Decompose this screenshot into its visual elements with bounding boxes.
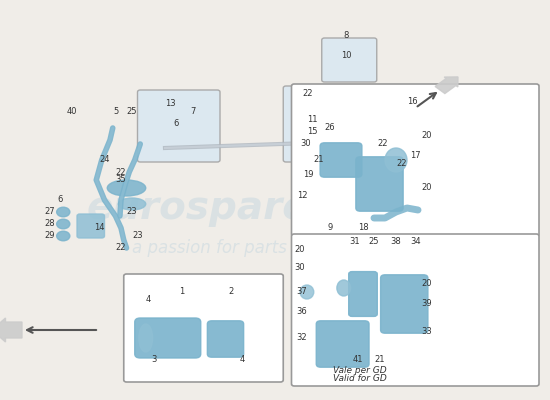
Text: 23: 23 xyxy=(126,208,138,216)
Text: 9: 9 xyxy=(327,224,333,232)
Text: 28: 28 xyxy=(44,220,55,228)
Ellipse shape xyxy=(337,280,351,296)
Text: 20: 20 xyxy=(421,184,432,192)
Text: 29: 29 xyxy=(44,232,55,240)
Text: 22: 22 xyxy=(396,160,407,168)
Text: 22: 22 xyxy=(116,168,127,176)
Text: 13: 13 xyxy=(165,100,176,108)
FancyBboxPatch shape xyxy=(292,84,539,236)
Text: 8: 8 xyxy=(344,32,349,40)
FancyBboxPatch shape xyxy=(322,38,377,82)
Text: 5: 5 xyxy=(113,108,118,116)
Circle shape xyxy=(57,231,70,241)
Ellipse shape xyxy=(385,148,407,172)
Text: 18: 18 xyxy=(358,224,368,232)
FancyBboxPatch shape xyxy=(77,214,104,238)
Text: 11: 11 xyxy=(306,116,317,124)
FancyBboxPatch shape xyxy=(138,90,220,162)
Text: eurospares: eurospares xyxy=(86,189,332,227)
FancyArrow shape xyxy=(435,77,458,94)
Text: 17: 17 xyxy=(410,152,421,160)
Text: 4: 4 xyxy=(239,356,245,364)
Text: 25: 25 xyxy=(126,108,138,116)
Text: 22: 22 xyxy=(302,90,313,98)
FancyBboxPatch shape xyxy=(135,318,201,358)
FancyArrow shape xyxy=(0,318,22,342)
Text: a passion for parts: a passion for parts xyxy=(131,239,287,257)
Text: 40: 40 xyxy=(66,108,77,116)
Text: 14: 14 xyxy=(94,224,104,232)
Text: 6: 6 xyxy=(173,120,179,128)
Text: 2: 2 xyxy=(228,288,234,296)
Text: 35: 35 xyxy=(116,176,127,184)
Text: 25: 25 xyxy=(368,238,379,246)
Text: 4: 4 xyxy=(146,296,151,304)
Text: 20: 20 xyxy=(421,132,432,140)
Text: 16: 16 xyxy=(407,98,418,106)
Text: 22: 22 xyxy=(377,140,388,148)
FancyBboxPatch shape xyxy=(316,321,369,367)
Text: 26: 26 xyxy=(324,124,336,132)
Text: 12: 12 xyxy=(297,192,308,200)
Text: 33: 33 xyxy=(421,328,432,336)
Text: 21: 21 xyxy=(314,156,324,164)
Text: 23: 23 xyxy=(132,232,143,240)
Text: 10: 10 xyxy=(341,52,352,60)
Text: 37: 37 xyxy=(296,288,307,296)
FancyBboxPatch shape xyxy=(292,234,539,386)
Circle shape xyxy=(57,219,70,229)
Ellipse shape xyxy=(300,285,313,299)
Text: 27: 27 xyxy=(44,208,55,216)
FancyBboxPatch shape xyxy=(207,321,244,357)
Text: 30: 30 xyxy=(300,140,311,148)
Circle shape xyxy=(57,207,70,217)
Text: 24: 24 xyxy=(99,156,110,164)
FancyBboxPatch shape xyxy=(381,275,428,333)
Text: 38: 38 xyxy=(390,238,402,246)
Text: 1: 1 xyxy=(179,288,184,296)
Text: 36: 36 xyxy=(296,308,307,316)
Text: 41: 41 xyxy=(352,356,363,364)
Text: 6: 6 xyxy=(58,196,63,204)
Ellipse shape xyxy=(107,180,146,196)
Ellipse shape xyxy=(118,198,146,210)
FancyBboxPatch shape xyxy=(349,272,377,316)
Text: 15: 15 xyxy=(306,128,317,136)
Text: 20: 20 xyxy=(421,280,432,288)
Text: 3: 3 xyxy=(151,356,157,364)
Text: 39: 39 xyxy=(421,300,432,308)
Text: Valid for GD: Valid for GD xyxy=(333,374,387,383)
Text: 30: 30 xyxy=(294,264,305,272)
Text: 32: 32 xyxy=(296,334,307,342)
FancyBboxPatch shape xyxy=(320,143,362,177)
Text: 7: 7 xyxy=(190,108,195,116)
Text: 20: 20 xyxy=(294,246,305,254)
Text: 21: 21 xyxy=(374,356,385,364)
Text: 19: 19 xyxy=(302,170,313,178)
Text: Vale per GD: Vale per GD xyxy=(333,366,387,375)
FancyBboxPatch shape xyxy=(283,86,355,162)
Ellipse shape xyxy=(139,324,153,352)
Text: 31: 31 xyxy=(349,238,360,246)
Text: 22: 22 xyxy=(116,244,127,252)
FancyBboxPatch shape xyxy=(124,274,283,382)
Text: 34: 34 xyxy=(410,238,421,246)
FancyBboxPatch shape xyxy=(356,157,403,211)
